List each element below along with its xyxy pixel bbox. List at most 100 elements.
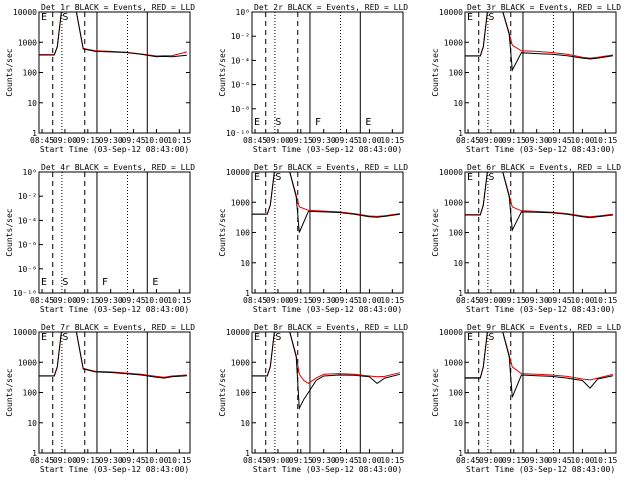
y-tick-label: 100 [449,229,464,238]
x-tick-label: 08:45 [243,456,267,465]
x-tick-label: 10:15 [593,296,617,305]
y-axis-label: Counts/sec [431,208,440,256]
x-tick-label: 10:15 [380,136,404,145]
marker-letter: E [467,12,473,23]
y-tick-label: 10⁰ [23,168,37,177]
y-tick-label: 10 [27,419,37,428]
x-tick-label: 08:45 [30,136,54,145]
x-tick-label: 09:30 [99,456,123,465]
x-tick-label: 10:00 [570,296,594,305]
marker-letter: S [275,117,281,128]
y-tick-label: 10 [453,99,463,108]
series-line [465,12,613,72]
x-tick-label: 09:45 [335,456,359,465]
marker-letter: S [488,172,494,183]
marker-letter: E [254,332,260,343]
series-group [252,172,400,233]
x-tick-label: 09:30 [525,456,549,465]
panel-title: Det 9r BLACK = Events, RED = LLD [467,323,621,332]
y-axis-label: Counts/sec [218,48,227,96]
x-axis-label: Start Time (03-Sep-12 08:43:00) [466,465,615,474]
y-tick-label: 10⁻⁶ [18,241,37,250]
series-group [465,172,613,232]
x-tick-label: 09:45 [335,136,359,145]
y-tick-label: 10⁻⁶ [231,81,250,90]
panel-det-5: Det 5r BLACK = Events, RED = LLD 1 10 100 10… [218,163,408,314]
series-group [252,332,401,411]
x-tick-label: 10:00 [357,296,381,305]
x-tick-label: 09:45 [548,296,572,305]
marker-letter: F [315,117,321,128]
y-tick-label: 1 [458,449,463,458]
x-tick-label: 09:15 [76,296,100,305]
y-tick-label: 10⁻² [18,192,37,201]
y-tick-label: 1 [245,449,250,458]
panel-title: Det 7r BLACK = Events, RED = LLD [41,323,195,332]
x-tick-label: 10:15 [593,136,617,145]
y-tick-label: 1000 [444,38,463,47]
x-tick-label: 09:45 [122,296,146,305]
x-tick-label: 08:45 [456,136,480,145]
y-tick-label: 1 [458,129,463,138]
y-tick-label: 100 [449,69,464,78]
y-tick-label: 10000 [439,8,463,17]
y-axis-label: Counts/sec [5,48,14,96]
series-group [39,12,188,58]
y-tick-label: 100 [236,389,251,398]
x-tick-label: 10:00 [570,136,594,145]
x-tick-label: 09:30 [312,456,336,465]
y-tick-label: 10⁰ [236,8,250,17]
y-axis-label: Counts/sec [5,208,14,256]
marker-letter: S [62,12,68,23]
x-tick-label: 10:15 [380,296,404,305]
x-tick-label: 10:15 [380,456,404,465]
y-tick-label: 10 [240,259,250,268]
marker-letter: E [152,277,158,288]
x-tick-label: 10:00 [570,456,594,465]
x-axis-label: Start Time (03-Sep-12 08:43:00) [253,305,402,314]
x-axis-label: Start Time (03-Sep-12 08:43:00) [40,465,189,474]
series-group [465,12,613,72]
x-tick-label: 08:45 [243,136,267,145]
x-axis-label: Start Time (03-Sep-12 08:43:00) [40,145,189,154]
panel-title: Det 1r BLACK = Events, RED = LLD [41,3,195,12]
x-tick-label: 09:00 [479,136,503,145]
x-tick-label: 09:15 [502,296,526,305]
marker-letter: E [41,332,47,343]
x-tick-label: 09:15 [289,296,313,305]
series-group [39,332,187,379]
x-tick-label: 09:00 [266,136,290,145]
x-axis-label: Start Time (03-Sep-12 08:43:00) [253,465,402,474]
series-group [465,332,614,398]
y-tick-label: 10⁻⁴ [18,216,37,225]
x-tick-label: 08:45 [456,456,480,465]
y-tick-label: 10⁻⁸ [18,265,37,274]
x-tick-label: 09:45 [122,136,146,145]
y-tick-label: 1000 [18,38,37,47]
panel-det-7: Det 7r BLACK = Events, RED = LLD 1 10 100 10… [5,323,195,474]
y-tick-label: 1 [32,449,37,458]
y-axis-label: Counts/sec [5,368,14,416]
marker-letter: E [467,332,473,343]
x-tick-label: 09:45 [548,136,572,145]
y-tick-label: 10000 [226,328,250,337]
x-tick-label: 08:45 [30,456,54,465]
x-tick-label: 10:00 [144,296,168,305]
x-axis-label: Start Time (03-Sep-12 08:43:00) [466,145,615,154]
y-tick-label: 1000 [231,358,250,367]
x-tick-label: 09:00 [53,296,77,305]
y-tick-label: 10⁻⁸ [231,105,250,114]
y-tick-label: 10⁻¹⁰ [13,289,37,298]
y-tick-label: 1 [32,129,37,138]
x-tick-label: 09:00 [53,136,77,145]
marker-letter: E [365,117,371,128]
x-axis-label: Start Time (03-Sep-12 08:43:00) [40,305,189,314]
x-tick-label: 10:15 [167,296,191,305]
plot-frame [251,11,404,134]
y-tick-label: 1000 [444,198,463,207]
marker-letter: S [488,332,494,343]
x-tick-label: 09:15 [502,136,526,145]
x-tick-label: 08:45 [30,296,54,305]
y-tick-label: 10000 [226,168,250,177]
